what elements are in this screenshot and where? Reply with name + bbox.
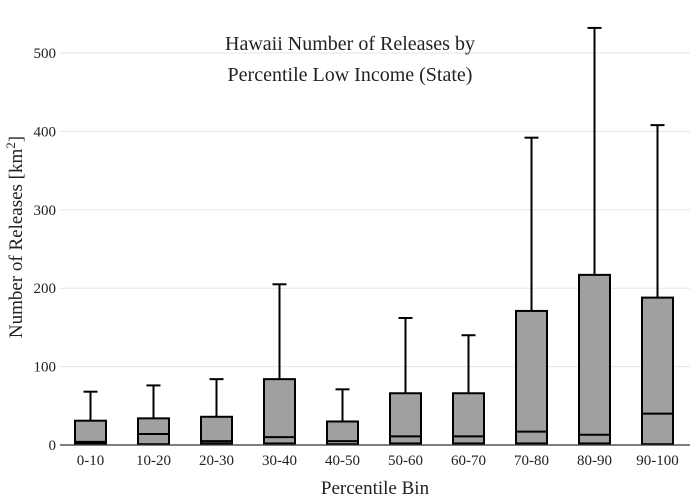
box-rect-10-20 [137,417,170,446]
y-tick-label-100: 100 [34,360,57,376]
y-axis-title-end: ] [6,136,27,142]
x-tick-label-70-80: 70-80 [514,453,549,469]
box-rect-60-70 [452,392,485,445]
chart-title-line-2: Percentile Low Income (State) [228,64,473,86]
box-rect-70-80 [515,309,548,445]
x-axis-title: Percentile Bin [321,478,430,499]
box-rect-80-90 [578,273,611,445]
y-tick-labels: 0 100 200 300 400 500 [34,46,57,454]
y-axis-title-superscript: 2 [3,142,18,149]
x-tick-label-90-100: 90-100 [636,453,679,469]
x-tick-label-30-40: 30-40 [262,453,297,469]
box-rect-30-40 [263,378,296,445]
box-rect-20-30 [200,415,233,445]
y-axis-title: Number of Releases [km2] [3,136,27,338]
box-10-20 [137,384,170,446]
box-rect-50-60 [389,392,422,445]
box-30-40 [263,283,296,445]
box-80-90 [578,26,611,445]
box-0-10 [74,390,107,445]
x-tick-label-50-60: 50-60 [388,453,423,469]
x-tick-label-0-10: 0-10 [77,453,105,469]
box-90-100 [641,124,674,446]
y-tick-label-500: 500 [34,46,57,62]
y-tick-label-0: 0 [49,438,57,454]
x-tick-labels: 0-10 10-20 20-30 30-40 40-50 50-60 60-70 70-80 8… [77,453,679,469]
box-70-80 [515,136,548,445]
box-60-70 [452,334,485,445]
box-rect-90-100 [641,296,674,446]
y-tick-label-400: 400 [34,124,57,140]
x-tick-label-20-30: 20-30 [199,453,234,469]
y-tick-label-300: 300 [34,203,57,219]
box-50-60 [389,316,422,445]
x-tick-label-10-20: 10-20 [136,453,171,469]
y-axis-title-main: Number of Releases [km [6,148,27,338]
x-tick-label-60-70: 60-70 [451,453,486,469]
box-20-30 [200,378,233,445]
box-40-50 [326,388,359,446]
boxes [74,26,674,446]
y-tick-label-200: 200 [34,281,57,297]
box-rect-40-50 [326,420,359,446]
x-tick-label-40-50: 40-50 [325,453,360,469]
box-rect-0-10 [74,419,107,445]
x-tick-label-80-90: 80-90 [577,453,612,469]
chart-title-line-1: Hawaii Number of Releases by [225,33,475,55]
